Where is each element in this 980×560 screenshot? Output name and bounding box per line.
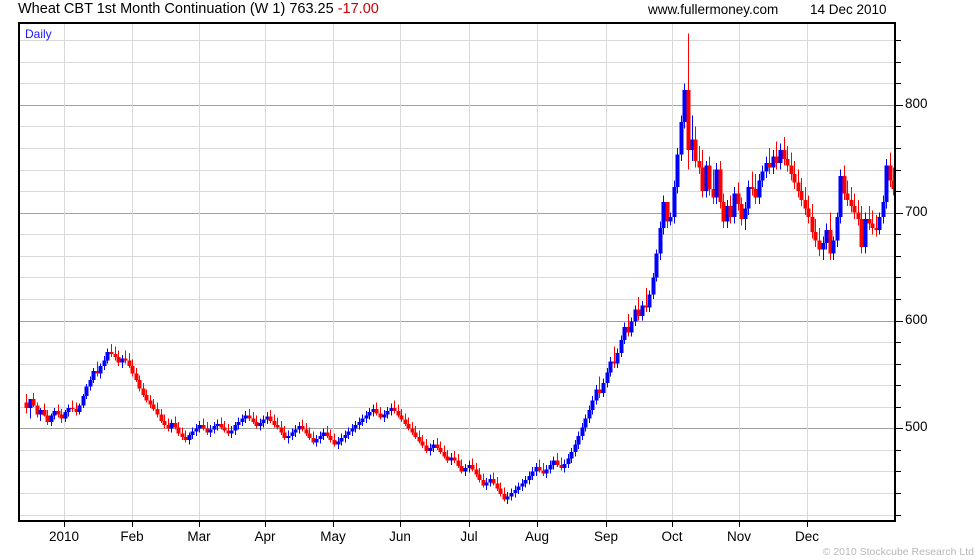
x-axis-tick-label: Jun xyxy=(389,529,411,544)
x-axis-tick xyxy=(739,522,740,527)
y-axis-minor-tick xyxy=(896,234,901,235)
y-axis-minor-tick xyxy=(896,62,901,63)
x-axis-tick-label: Aug xyxy=(524,529,550,544)
y-axis-minor-tick xyxy=(896,126,901,127)
y-axis-minor-tick xyxy=(896,515,901,516)
x-axis-tick-label: Dec xyxy=(794,529,820,544)
y-axis-tick-label: 700 xyxy=(905,204,928,219)
last-price: 763.25 xyxy=(289,1,334,17)
y-axis-minor-tick xyxy=(896,493,901,494)
x-axis-tick xyxy=(333,522,334,527)
y-axis-minor-tick xyxy=(896,450,901,451)
y-axis-minor-tick xyxy=(896,385,901,386)
x-axis-tick-label: Nov xyxy=(726,529,752,544)
x-axis-tick xyxy=(400,522,401,527)
x-axis-tick-label: 2010 xyxy=(48,529,80,544)
frequency-label: Daily xyxy=(25,27,52,41)
plot-inner: Daily xyxy=(20,24,894,520)
x-axis-tick xyxy=(132,522,133,527)
x-axis-tick-label: Jul xyxy=(460,529,478,544)
y-axis-minor-tick xyxy=(896,148,901,149)
instrument-name: Wheat CBT 1st Month Continuation (W 1) xyxy=(18,1,286,17)
y-axis-minor-tick xyxy=(896,407,901,408)
y-axis-minor-tick xyxy=(896,170,901,171)
x-axis-tick-label: May xyxy=(320,529,346,544)
y-axis-minor-tick xyxy=(896,299,901,300)
y-axis-minor-tick xyxy=(896,471,901,472)
x-axis-tick xyxy=(537,522,538,527)
y-axis-minor-tick xyxy=(896,277,901,278)
x-axis-tick xyxy=(606,522,607,527)
y-axis-major-tick xyxy=(896,428,903,429)
y-axis-minor-tick xyxy=(896,191,901,192)
chart-gridlines xyxy=(20,24,894,520)
y-axis-minor-tick xyxy=(896,83,901,84)
x-axis-tick xyxy=(672,522,673,527)
y-axis-tick-label: 600 xyxy=(905,312,928,327)
x-axis-tick-label: Mar xyxy=(187,529,211,544)
x-axis-tick-label: Apr xyxy=(254,529,276,544)
chart-header: Wheat CBT 1st Month Continuation (W 1) 7… xyxy=(0,0,980,22)
x-axis-tick xyxy=(807,522,808,527)
x-axis-tick xyxy=(469,522,470,527)
y-axis-tick-label: 800 xyxy=(905,96,928,111)
y-axis-tick-label: 500 xyxy=(905,419,928,434)
candlestick-series xyxy=(24,33,894,504)
x-axis-tick-label: Sep xyxy=(593,529,619,544)
y-axis-minor-tick xyxy=(896,256,901,257)
y-axis-minor-tick xyxy=(896,40,901,41)
price-change: -17.00 xyxy=(337,1,379,17)
copyright-notice: © 2010 Stockcube Research Ltd xyxy=(822,546,974,558)
instrument-title: Wheat CBT 1st Month Continuation (W 1) 7… xyxy=(18,1,379,17)
x-axis-tick-label: Feb xyxy=(120,529,144,544)
chart-plot-area: Daily xyxy=(18,22,896,522)
chart-date: 14 Dec 2010 xyxy=(810,2,887,17)
y-axis-major-tick xyxy=(896,321,903,322)
y-axis-major-tick xyxy=(896,213,903,214)
x-axis-tick xyxy=(199,522,200,527)
website-label: www.fullermoney.com xyxy=(648,2,779,17)
y-axis-minor-tick xyxy=(896,364,901,365)
x-axis-tick xyxy=(265,522,266,527)
y-axis-major-tick xyxy=(896,105,903,106)
x-axis-tick-label: Oct xyxy=(661,529,683,544)
x-axis-tick xyxy=(64,522,65,527)
y-axis-minor-tick xyxy=(896,342,901,343)
